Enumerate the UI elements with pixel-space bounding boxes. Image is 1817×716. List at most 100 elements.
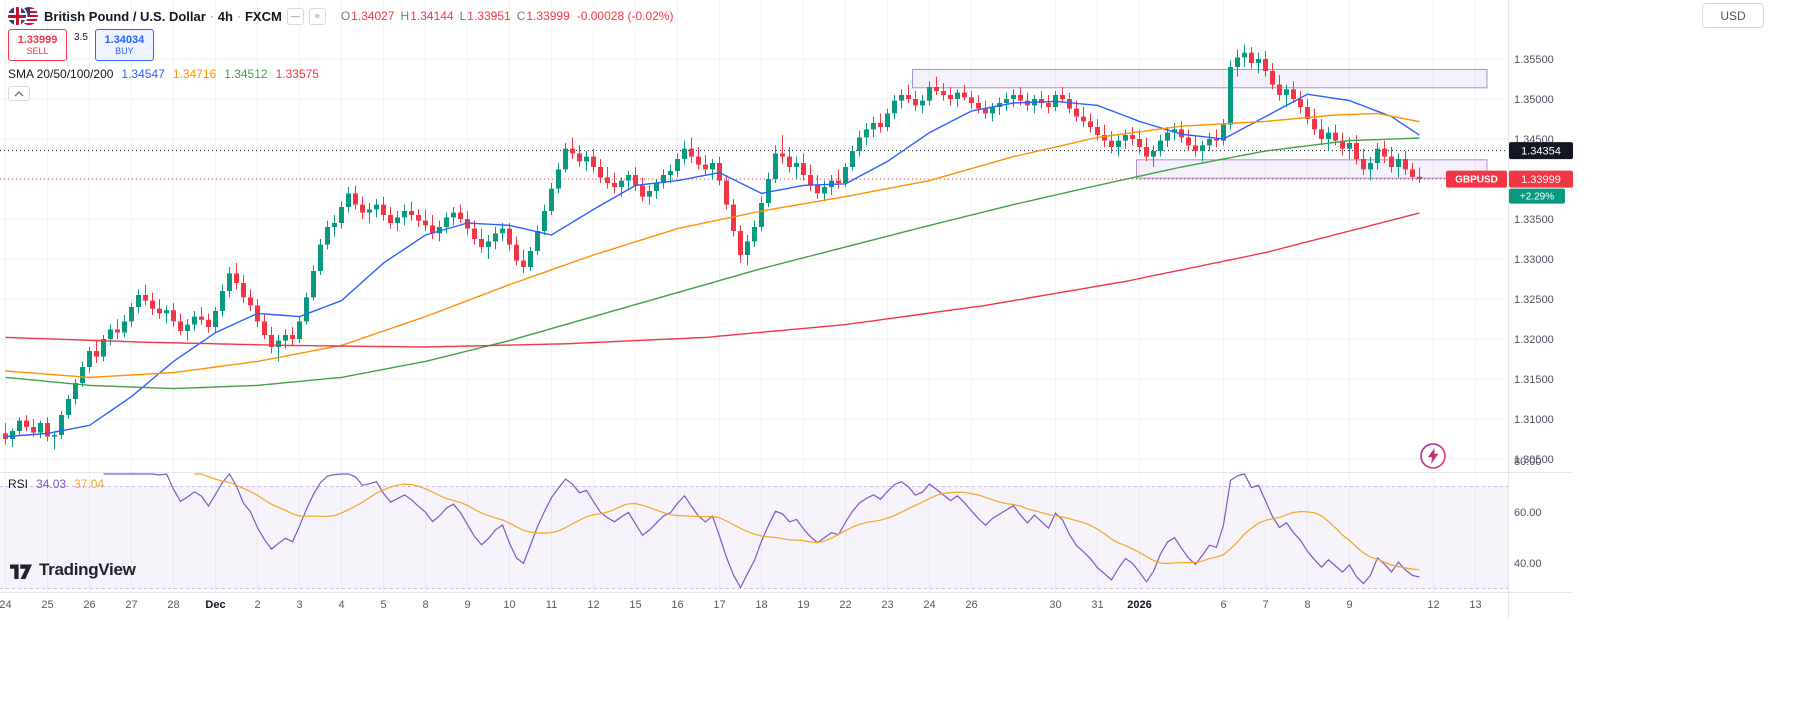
sell-label: SELL: [26, 46, 49, 57]
svg-text:26: 26: [83, 599, 95, 611]
watermark-text: TradingView: [39, 560, 136, 579]
svg-text:16: 16: [671, 599, 683, 611]
lightning-bolt-icon: [1420, 443, 1446, 469]
rsi-legend[interactable]: RSI 34.03 37.04: [8, 477, 104, 491]
sma-lines: [5, 93, 1420, 438]
svg-text:6: 6: [1220, 599, 1226, 611]
svg-text:9: 9: [1346, 599, 1352, 611]
svg-text:31: 31: [1091, 599, 1103, 611]
svg-text:24: 24: [0, 599, 12, 611]
sma50-value: 1.34716: [172, 67, 217, 81]
tradingview-logo[interactable]: TradingView: [10, 560, 136, 580]
sma-label: SMA 20/50/100/200: [8, 67, 114, 81]
sma-line: [5, 212, 1420, 348]
last-price-badge: [1509, 170, 1573, 188]
svg-text:22: 22: [839, 599, 851, 611]
svg-text:12: 12: [587, 599, 599, 611]
sell-price: 1.33999: [17, 33, 58, 46]
svg-text:10: 10: [503, 599, 515, 611]
low-label: L: [459, 9, 467, 23]
sma100-value: 1.34512: [224, 67, 268, 81]
svg-text:2: 2: [254, 599, 260, 611]
svg-text:23: 23: [881, 599, 893, 611]
sell-button[interactable]: 1.33999 SELL: [8, 29, 67, 61]
svg-text:18: 18: [755, 599, 767, 611]
tradingview-logo-icon: [10, 564, 32, 579]
svg-text:Dec: Dec: [205, 599, 225, 611]
rsi-label: RSI: [8, 477, 29, 491]
svg-text:26: 26: [965, 599, 977, 611]
pane-separators[interactable]: [0, 0, 1572, 618]
tracking-price-badge: [1509, 142, 1573, 160]
svg-text:+2.29%: +2.29%: [1520, 192, 1554, 203]
separator-dot: ·: [236, 9, 241, 23]
upper-range-box: [912, 68, 1488, 89]
sma20-value: 1.34547: [121, 67, 165, 81]
currency-unit-button[interactable]: USD: [1702, 3, 1764, 28]
symbol-title[interactable]: British Pound / U.S. Dollar: [44, 8, 206, 24]
boost-icon[interactable]: [1419, 442, 1447, 470]
svg-text:40.00: 40.00: [1514, 558, 1542, 570]
collapse-legend-button[interactable]: [8, 86, 30, 101]
horizontal-price-lines[interactable]: [0, 150, 1508, 180]
svg-text:1.31500: 1.31500: [1514, 374, 1554, 386]
svg-text:1.33000: 1.33000: [1514, 254, 1554, 266]
time-axis-labels[interactable]: 24 25 26 27 28 Dec 2 3 4 5 8 9 10 11 12 15 16 17 18 19 22 23 2…: [0, 599, 1482, 611]
svg-text:27: 27: [125, 599, 137, 611]
svg-text:1.32000: 1.32000: [1514, 334, 1554, 346]
high-value: 1.34144: [410, 9, 454, 23]
svg-text:7: 7: [1262, 599, 1268, 611]
svg-text:25: 25: [41, 599, 53, 611]
svg-text:1.35000: 1.35000: [1514, 94, 1554, 106]
svg-text:17: 17: [713, 599, 725, 611]
svg-text:12: 12: [1427, 599, 1439, 611]
buy-label: BUY: [115, 46, 134, 57]
svg-text:2026: 2026: [1127, 599, 1151, 611]
sma-line: [5, 137, 1420, 390]
rsi-ma-line: [194, 473, 1420, 571]
svg-text:28: 28: [167, 599, 179, 611]
svg-text:1.35500: 1.35500: [1514, 54, 1554, 66]
close-value: 1.33999: [526, 9, 570, 23]
legend-style-icon[interactable]: ≈: [308, 7, 326, 25]
gbp-flag-icon: [8, 7, 26, 25]
sma200-value: 1.33575: [275, 67, 319, 81]
rsi-line: [103, 472, 1420, 589]
rsi-ma-value: 37.04: [74, 477, 105, 491]
rsi-value: 34.03: [36, 477, 67, 491]
price-badges: 1.34354 GBPUSD 1.33999 +2.29%: [1446, 142, 1573, 204]
buy-button[interactable]: 1.34034 BUY: [94, 29, 154, 61]
change-value: -0.00028 (-0.02%): [576, 9, 674, 23]
svg-text:1.32500: 1.32500: [1514, 294, 1554, 306]
svg-text:1.34354: 1.34354: [1521, 146, 1561, 158]
sma-line: [5, 93, 1420, 438]
svg-text:1.30500: 1.30500: [1514, 454, 1554, 466]
svg-text:3: 3: [296, 599, 302, 611]
sma-legend[interactable]: SMA 20/50/100/200 1.34547 1.34716 1.3451…: [8, 67, 319, 81]
price-axis-labels[interactable]: 1.355001.350001.345001.340001.335001.330…: [1514, 54, 1554, 570]
rsi-pane: [0, 472, 1508, 589]
order-panel: 1.33999 SELL 3.5 1.34034 BUY: [8, 29, 154, 61]
gridlines: [0, 0, 1508, 592]
change-percent-badge: [1509, 188, 1565, 204]
svg-text:60.00: 60.00: [1514, 507, 1542, 519]
open-label: O: [340, 9, 351, 23]
svg-text:8: 8: [1304, 599, 1310, 611]
svg-text:8: 8: [422, 599, 428, 611]
svg-text:5: 5: [380, 599, 386, 611]
ohlc-values: O 1.34027 H 1.34144 L 1.33951 C 1.33999 -0.0…: [335, 9, 674, 23]
sma-line: [5, 112, 1420, 379]
high-label: H: [400, 9, 410, 23]
legend-minimize-icon[interactable]: —: [286, 7, 304, 25]
interval-label[interactable]: 4h: [217, 8, 233, 24]
chart-canvas[interactable]: 1.355001.350001.345001.340001.335001.330…: [0, 0, 1817, 618]
symbol-legend: British Pound / U.S. Dollar · 4h · FXCM …: [8, 6, 673, 26]
svg-text:13: 13: [1469, 599, 1481, 611]
svg-text:19: 19: [797, 599, 809, 611]
svg-text:24: 24: [923, 599, 935, 611]
svg-text:30: 30: [1049, 599, 1061, 611]
svg-text:9: 9: [464, 599, 470, 611]
svg-text:1.31000: 1.31000: [1514, 414, 1554, 426]
svg-text:80.00: 80.00: [1514, 456, 1542, 468]
